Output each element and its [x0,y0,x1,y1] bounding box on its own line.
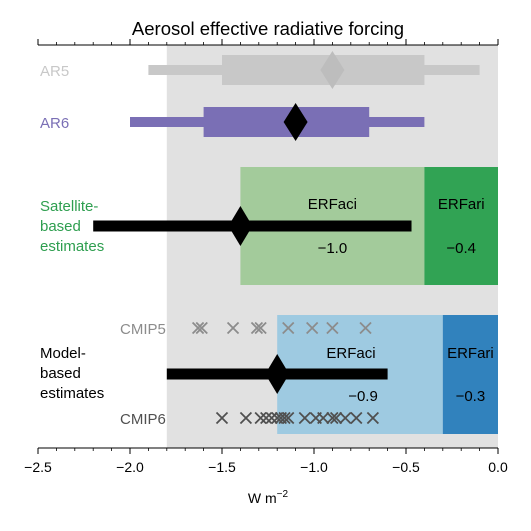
satellite-label-line: based [40,218,81,235]
satellite-erfari-bar [424,167,498,285]
cmip6-marker [282,411,295,425]
satellite-label-line: estimates [40,238,104,255]
cmip6-marker [350,411,363,425]
x-tick-label: −1.5 [208,459,236,475]
model-erfaci-value: −0.9 [348,388,378,405]
model-central-diamond [265,354,290,394]
cmip6-marker [278,411,291,425]
cmip6-marker [317,411,330,425]
cmip6-marker [298,411,311,425]
cmip6-marker [366,411,380,425]
cmip6-marker [265,411,278,425]
model-label-line: based [40,365,81,382]
cmip5-marker [226,321,240,335]
cmip6-marker [215,411,229,425]
ar5-central-diamond [320,51,345,89]
x-tick-label: −1.0 [300,459,328,475]
model-label-line: Model- [40,345,86,362]
cmip5-marker [254,321,267,335]
x-tick-label: −2.0 [116,459,144,475]
cmip6-marker [260,411,273,425]
satellite-erfaci-value: −1.0 [318,240,348,257]
model-erfari-value: −0.3 [456,388,486,405]
ar6-label: AR6 [40,115,69,132]
model-erfari-bar [442,315,498,434]
ar5-label: AR5 [40,63,69,80]
cmip6-marker [339,411,352,425]
cmip5-marker [191,321,205,335]
x-tick-label: 0.0 [488,459,508,475]
ar6-central-diamond [283,103,308,141]
cmip5-marker [250,321,264,335]
model-erfaci-label: ERFaci [326,345,375,362]
cmip5-marker [282,321,295,335]
cmip5-marker [306,321,319,335]
x-tick-label: −2.5 [24,459,52,475]
x-axis-label-unit: W m [248,490,277,506]
cmip6-label: CMIP6 [120,411,166,428]
cmip6-marker [326,411,339,425]
cmip5-marker [359,321,372,335]
satellite-label-line: Satellite- [40,198,98,215]
cmip6-marker [254,411,267,425]
x-axis-label-exponent: −2 [277,489,289,500]
cmip6-marker [329,411,343,425]
x-tick-label: −0.5 [392,459,420,475]
satellite-erfari-label: ERFari [438,196,485,213]
model-label-line: estimates [40,385,104,402]
cmip5-label: CMIP5 [120,321,166,338]
x-axis-label: W m−2 [248,489,289,506]
model-erfari-label: ERFari [447,345,494,362]
satellite-central-diamond [228,206,253,246]
chart-title: Aerosol effective radiative forcing [132,18,404,39]
plot-area: AR5 AR6 ERFaci −1.0 ERFari −0.4 Satellite-base… [24,39,508,475]
cmip5-marker [326,321,339,335]
cmip5-marker [195,321,208,335]
cmip6-marker [239,411,253,425]
satellite-erfaci-label: ERFaci [308,196,357,213]
satellite-erfari-value: −0.4 [446,240,476,257]
